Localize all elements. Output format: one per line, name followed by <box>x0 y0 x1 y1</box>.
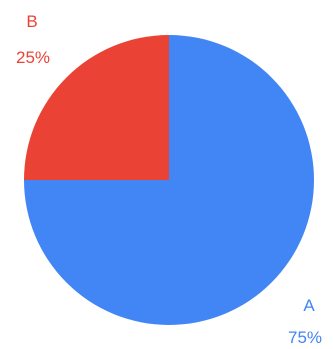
pie-slice-b <box>24 35 169 180</box>
slice-value-b: 25% <box>16 48 50 67</box>
slice-value-a: 75% <box>288 328 322 347</box>
slice-label-a: A <box>303 296 315 315</box>
slice-label-b: B <box>26 12 37 31</box>
pie-labels: A 75% B 25% <box>16 12 322 347</box>
pie-slices <box>24 35 314 325</box>
